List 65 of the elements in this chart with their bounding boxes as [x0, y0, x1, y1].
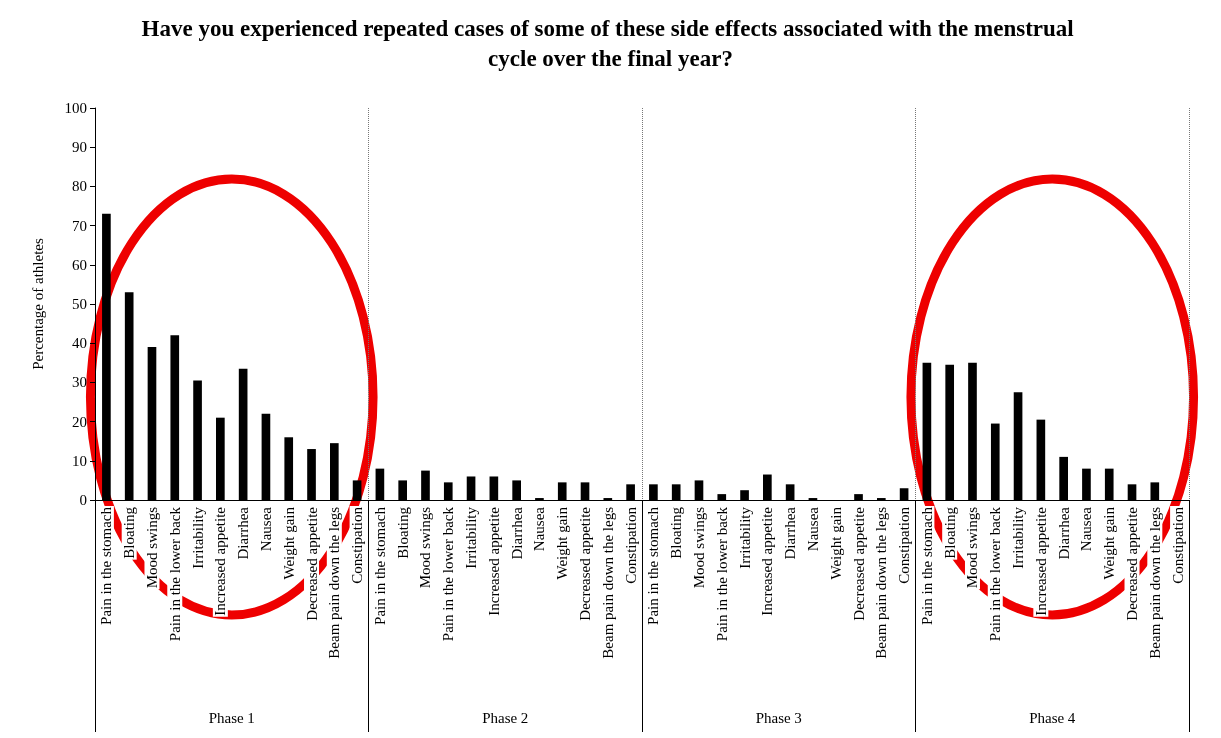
x-tick-label: Mood swings — [690, 506, 707, 589]
x-tick-label: Irritability — [189, 506, 206, 569]
x-tick-label: Increased appetite — [485, 506, 502, 616]
y-tick-label: 80 — [72, 178, 87, 195]
x-tick-label: Bloating — [668, 506, 685, 559]
x-tick-label: Weight gain — [554, 506, 571, 580]
x-tick-label: Bloating — [394, 506, 411, 559]
x-tick-label: Pain in the lower back — [166, 506, 183, 642]
x-tick-label: Decreased appetite — [1124, 506, 1141, 621]
y-tick-label: 60 — [72, 256, 87, 273]
x-tick-label: Weight gain — [827, 506, 844, 580]
text: Phase 4 — [1029, 709, 1076, 726]
x-tick-label: Diarrhea — [508, 506, 525, 560]
x-tick-label: Diarrhea — [1055, 506, 1072, 560]
x-tick-label: Pain in the stomach — [371, 506, 388, 625]
y-tick-label: 70 — [72, 217, 87, 234]
x-tick-label: Beam pain down the legs — [873, 506, 890, 659]
x-tick-label: Constipation — [1169, 506, 1186, 584]
y-tick-label: 20 — [72, 413, 87, 430]
y-tick-label: 30 — [72, 374, 87, 391]
x-tick-label: Nausea — [531, 506, 548, 552]
x-tick-label: Pain in the lower back — [440, 506, 457, 642]
y-axis-title: Percentage of athletes — [29, 238, 46, 370]
y-tick-label: 90 — [72, 139, 87, 156]
x-tick-label: Increased appetite — [1032, 506, 1049, 616]
x-tick-label: Pain in the stomach — [918, 506, 935, 625]
x-tick-label: Pain in the stomach — [98, 506, 115, 625]
x-tick-label: Diarrhea — [782, 506, 799, 560]
x-tick-label: Weight gain — [280, 506, 297, 580]
x-tick-label: Nausea — [257, 506, 274, 552]
x-tick-label: Constipation — [349, 506, 366, 584]
x-tick-label: Diarrhea — [235, 506, 252, 560]
x-tick-label: Decreased appetite — [303, 506, 320, 621]
x-tick-label: Weight gain — [1101, 506, 1118, 580]
y-tick-label: 50 — [72, 296, 87, 312]
x-tick-label: Constipation — [622, 506, 639, 584]
x-tick-label: Nausea — [804, 506, 821, 552]
y-tick-label: 0 — [79, 492, 87, 508]
y-tick-label: 40 — [72, 335, 87, 352]
x-tick-label: Beam pain down the legs — [599, 506, 616, 659]
x-tick-label: Pain in the lower back — [713, 506, 730, 642]
chart-title: Have you experienced repeated cases of some of these side effects associated with the menstrual cycle over the final year? — [141, 15, 1080, 71]
x-tick-label: Beam pain down the legs — [326, 506, 343, 659]
x-tick-label: Beam pain down the legs — [1146, 506, 1163, 659]
x-tick-label: Constipation — [896, 506, 913, 584]
x-tick-label: Nausea — [1078, 506, 1095, 552]
x-tick-label: Mood swings — [417, 506, 434, 589]
y-tick-label: 10 — [72, 452, 87, 469]
x-tick-label: Bloating — [121, 506, 138, 559]
y-tick-label: 100 — [64, 100, 87, 116]
text: Phase 2 — [482, 709, 529, 726]
text: Phase 1 — [208, 709, 255, 726]
x-tick-label: Bloating — [941, 506, 958, 559]
x-tick-label: Increased appetite — [759, 506, 776, 616]
x-tick-label: Pain in the stomach — [645, 506, 662, 625]
x-tick-label: Mood swings — [143, 506, 160, 589]
x-tick-label: Irritability — [463, 506, 480, 569]
x-tick-label: Decreased appetite — [577, 506, 594, 621]
text: Phase 3 — [755, 709, 802, 726]
x-tick-label: Increased appetite — [212, 506, 229, 616]
x-tick-label: Irritability — [736, 506, 753, 569]
x-tick-label: Irritability — [1010, 506, 1027, 569]
x-tick-label: Pain in the lower back — [987, 506, 1004, 642]
x-tick-label: Decreased appetite — [850, 506, 867, 621]
x-tick-label: Mood swings — [964, 506, 981, 589]
